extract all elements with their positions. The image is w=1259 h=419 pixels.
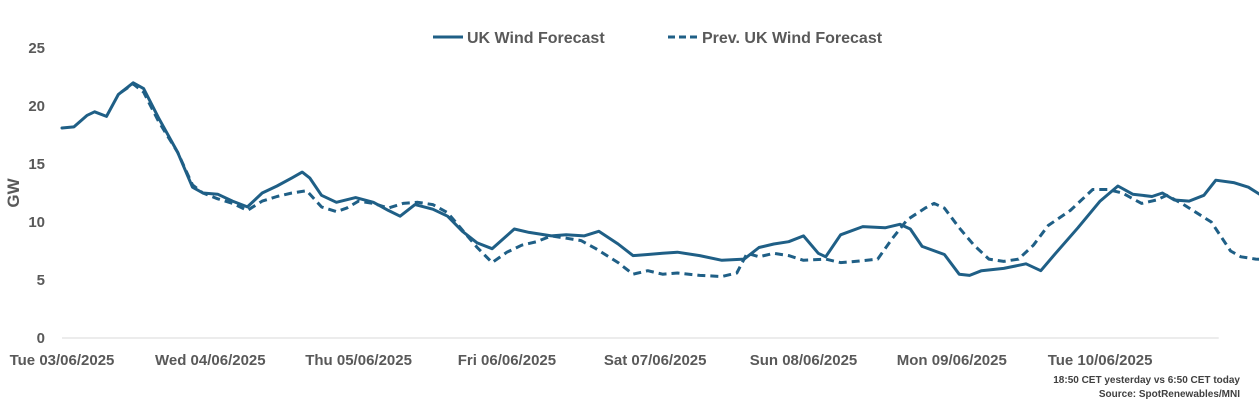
y-tick-label: 5 [37,272,45,289]
comparison-note: 18:50 CET yesterday vs 6:50 CET today [1053,375,1240,386]
y-axis-label: GW [4,177,23,207]
y-tick-label: 15 [28,156,45,173]
legend: UK Wind Forecast Prev. UK Wind Forecast [433,30,883,47]
forecast-line [60,81,1259,277]
series-lines [60,81,1259,278]
y-tick-label: 0 [37,330,45,347]
x-tick-label: Fri 06/06/2025 [458,352,556,369]
x-axis: Tue 03/06/2025 Wed 04/06/2025 Thu 05/06/20… [10,337,1219,369]
y-tick-label: 20 [28,98,45,115]
x-tick-label: Mon 09/06/2025 [897,352,1007,369]
legend-label: Prev. UK Wind Forecast [702,30,883,47]
legend-label: UK Wind Forecast [467,30,605,47]
y-tick-label: 10 [28,214,45,231]
x-tick-label: Tue 10/06/2025 [1048,352,1153,369]
x-tick-label: Thu 05/06/2025 [305,352,412,369]
x-tick-label: Tue 03/06/2025 [10,352,115,369]
x-tick-label: Wed 04/06/2025 [155,352,266,369]
y-axis: 0 5 10 15 20 25 GW [4,40,45,347]
source-note: Source: SpotRenewables/MNI [1098,389,1240,400]
x-tick-label: Sat 07/06/2025 [604,352,707,369]
prev-forecast-line [120,82,1259,278]
x-tick-label: Sun 08/06/2025 [750,352,858,369]
y-tick-label: 25 [28,40,45,57]
